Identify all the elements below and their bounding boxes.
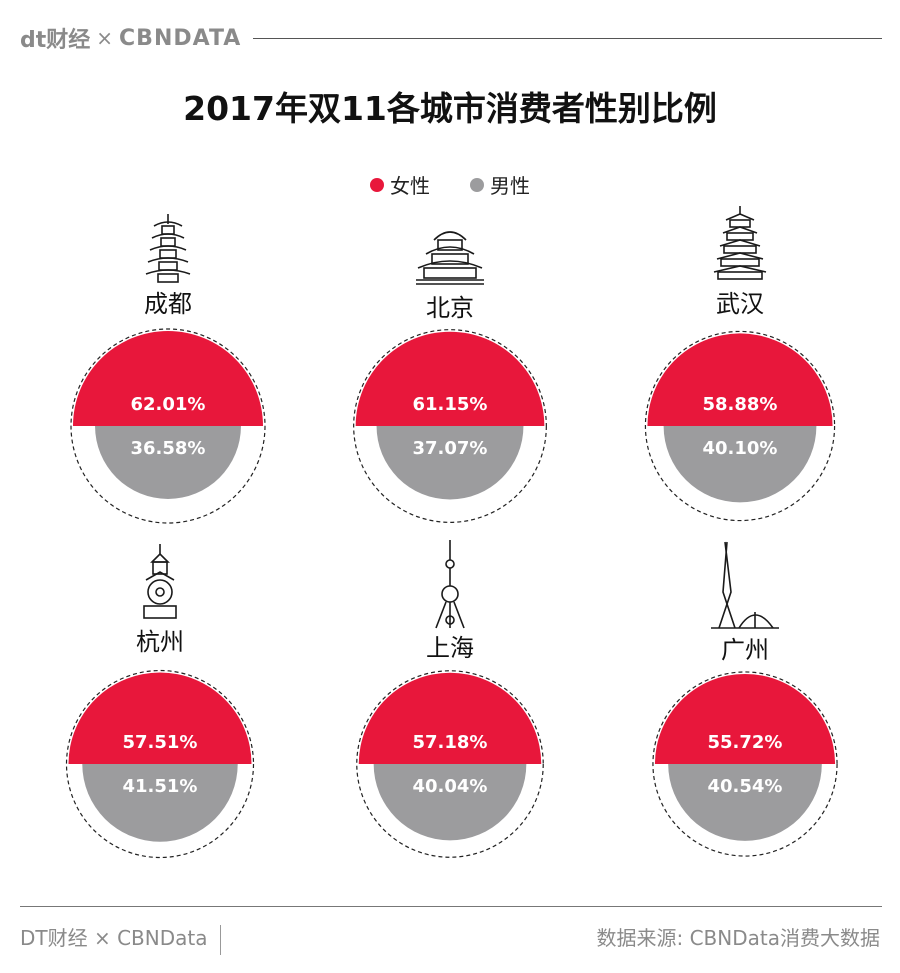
legend: 女性 男性 <box>0 170 900 199</box>
female-value-label: 55.72% <box>708 732 783 753</box>
footer-divider <box>20 906 882 907</box>
female-semicircle <box>68 672 252 764</box>
brand-times: × <box>96 26 114 50</box>
brand-logo: dt财经 × CBNDATA <box>20 22 241 54</box>
yellow-crane-tower-icon <box>713 206 767 280</box>
legend-label-male: 男性 <box>490 174 530 198</box>
footer-brand: DT财经 × CBNData <box>20 925 221 955</box>
footer-source: 数据来源: CBNData消费大数据 <box>596 926 881 950</box>
city-group-2: 武汉 58.88% 40.10% <box>644 206 836 522</box>
female-value-label: 58.88% <box>703 394 778 415</box>
city-label: 北京 <box>426 294 474 322</box>
male-value-label: 40.10% <box>703 438 778 459</box>
female-semicircle <box>358 672 542 764</box>
brand-dt: dt财经 <box>20 28 91 53</box>
chart-title: 2017年双11各城市消费者性别比例 <box>183 89 717 128</box>
city-label: 上海 <box>426 634 474 662</box>
outline-circle <box>652 671 838 857</box>
legend-item-female: 女性 <box>370 170 430 199</box>
temple-of-heaven-icon <box>416 231 484 285</box>
city-group-5: 广州 55.72% 40.54% <box>652 541 838 857</box>
brand-cbn: CBNDATA <box>119 25 242 51</box>
male-value-label: 36.58% <box>131 438 206 459</box>
legend-swatch-female <box>370 177 384 192</box>
legend-item-male: 男性 <box>470 170 530 199</box>
city-label: 武汉 <box>716 290 764 318</box>
outline-circle <box>70 328 266 524</box>
female-value-label: 57.51% <box>123 732 198 753</box>
male-value-label: 37.07% <box>413 438 488 459</box>
female-semicircle <box>647 333 833 426</box>
outline-circle <box>65 669 255 859</box>
city-group-3: 杭州 57.51% 41.51% <box>65 544 255 859</box>
city-group-4: 上海 57.18% 40.04% <box>356 540 544 858</box>
pagoda-icon <box>145 214 191 283</box>
city-label: 杭州 <box>136 628 184 656</box>
male-value-label: 40.04% <box>413 776 488 797</box>
male-semicircle <box>663 426 817 503</box>
city-label: 成都 <box>144 290 192 318</box>
male-semicircle <box>376 426 524 500</box>
female-value-label: 57.18% <box>413 732 488 753</box>
legend-label-female: 女性 <box>390 174 430 198</box>
male-semicircle <box>373 764 527 841</box>
leifeng-pagoda-icon <box>143 544 177 619</box>
female-value-label: 62.01% <box>131 394 206 415</box>
canton-tower-icon <box>711 541 779 629</box>
female-value-label: 61.15% <box>413 394 488 415</box>
city-group-0: 成都 62.01% 36.58% <box>70 214 266 524</box>
male-value-label: 41.51% <box>123 776 198 797</box>
oriental-pearl-tower-icon <box>435 540 465 629</box>
female-semicircle <box>654 673 836 764</box>
male-value-label: 40.54% <box>708 776 783 797</box>
legend-swatch-male <box>470 177 484 192</box>
header-divider <box>253 37 882 39</box>
male-semicircle <box>82 764 238 842</box>
city-label: 广州 <box>721 636 769 664</box>
female-semicircle <box>355 331 545 426</box>
male-semicircle <box>668 764 822 841</box>
outline-circle <box>353 329 547 523</box>
outline-circle <box>644 330 836 522</box>
outline-circle <box>356 670 544 858</box>
city-group-1: 北京 61.15% 37.07% <box>353 231 547 523</box>
male-semicircle <box>95 426 241 499</box>
female-semicircle <box>73 331 263 426</box>
header: dt财经 × CBNDATA <box>20 18 882 58</box>
